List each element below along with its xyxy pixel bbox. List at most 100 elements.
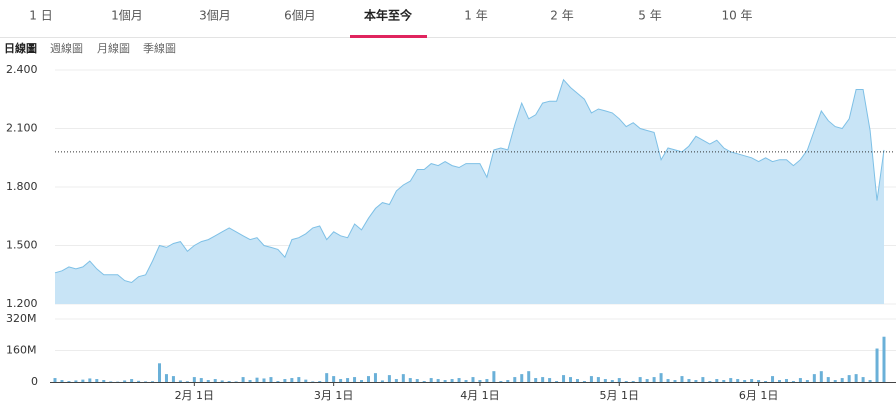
volume-bar (708, 381, 711, 382)
y-tick-label: 1.800 (6, 180, 38, 193)
volume-bar (750, 379, 753, 382)
volume-bar (660, 373, 663, 382)
volume-bar (172, 376, 175, 382)
volume-bar (137, 381, 140, 382)
chart-type-tab[interactable]: 日線圖 (4, 41, 37, 55)
volume-bar (451, 379, 454, 382)
volume-bar (869, 380, 872, 382)
volume-bar (729, 378, 732, 382)
volume-bar (576, 379, 579, 382)
volume-bar (74, 380, 77, 382)
volume-bar (506, 380, 509, 382)
volume-bar (583, 381, 586, 382)
volume-bar (256, 378, 259, 382)
volume-bar (597, 377, 600, 382)
range-tab[interactable]: 3個月 (199, 9, 231, 23)
volume-bar (360, 380, 363, 382)
volume-bar (674, 380, 677, 382)
volume-bar (290, 378, 293, 382)
y-tick-label: 1.200 (6, 297, 38, 310)
volume-bar (527, 371, 530, 382)
range-tab[interactable]: 5 年 (638, 9, 661, 23)
volume-bar (722, 380, 725, 382)
range-tab[interactable]: 1個月 (111, 9, 143, 23)
volume-bar (54, 378, 57, 382)
volume-bar (81, 380, 84, 382)
volume-bar (60, 380, 63, 382)
y-tick-label: 2.400 (6, 63, 38, 76)
volume-bar (876, 349, 879, 382)
volume-bar (848, 375, 851, 382)
volume-bar (262, 378, 265, 382)
volume-bar (667, 379, 670, 382)
volume-bar (276, 381, 279, 382)
range-tab[interactable]: 本年至今 (364, 8, 413, 23)
chart-type-tab[interactable]: 季線圖 (143, 41, 176, 55)
volume-bar (785, 379, 788, 382)
volume-bar (158, 363, 161, 382)
volume-bar (444, 380, 447, 382)
chart-type-tab[interactable]: 月線圖 (97, 41, 130, 55)
volume-bar (339, 379, 342, 382)
volume-bar (109, 381, 112, 382)
volume-bar (653, 377, 656, 382)
volume-bar (764, 381, 767, 382)
volume-bar (423, 381, 426, 382)
volume-bar (374, 373, 377, 382)
volume-bar (416, 379, 419, 382)
volume-bar (165, 374, 168, 382)
x-tick-label: 4月 1日 (460, 389, 500, 402)
volume-bar (430, 378, 433, 382)
range-tab[interactable]: 2 年 (550, 9, 573, 23)
volume-bar (492, 371, 495, 382)
volume-bar (590, 376, 593, 382)
volume-bar (799, 378, 802, 382)
volume-bar (200, 378, 203, 382)
x-tick-label: 6月 1日 (739, 389, 779, 402)
range-tab[interactable]: 10 年 (721, 9, 752, 23)
price-area (55, 80, 884, 304)
volume-bar (465, 380, 468, 382)
volume-bar (235, 381, 238, 382)
volume-bar (541, 377, 544, 382)
volume-bar (625, 381, 628, 382)
volume-bar (569, 377, 572, 382)
volume-bar (792, 381, 795, 382)
range-tab[interactable]: 1 日 (29, 9, 52, 23)
volume-bar (680, 376, 683, 382)
range-tab[interactable]: 6個月 (284, 9, 316, 23)
volume-bar (95, 379, 98, 382)
volume-bar (395, 379, 398, 382)
volume-bar (367, 376, 370, 382)
range-tab[interactable]: 1 年 (464, 9, 487, 23)
volume-bar (862, 377, 865, 382)
volume-bar (207, 380, 210, 382)
volume-bar (611, 380, 614, 382)
volume-bar (214, 379, 217, 382)
y-tick-label: 2.100 (6, 122, 38, 135)
volume-bar (437, 379, 440, 382)
volume-bar (820, 371, 823, 382)
selected-tab-underline (350, 35, 427, 38)
volume-bar (88, 378, 91, 382)
volume-bar (478, 380, 481, 382)
volume-bar (228, 381, 231, 382)
volume-bar (485, 379, 488, 382)
volume-bar (771, 376, 774, 382)
volume-bar (381, 380, 384, 382)
volume-bar (311, 381, 314, 382)
volume-bar (778, 380, 781, 382)
volume-bar (520, 374, 523, 382)
y-tick-label: 0 (31, 375, 38, 388)
volume-bar (102, 380, 105, 382)
volume-bar (304, 380, 307, 382)
volume-bar (555, 381, 558, 382)
volume-bar (151, 381, 154, 382)
volume-bar (297, 377, 300, 382)
volume-bar (806, 380, 809, 382)
volume-bar (632, 381, 635, 382)
y-tick-label: 320M (6, 312, 37, 325)
chart-type-tab[interactable]: 週線圖 (50, 41, 83, 55)
volume-bar (186, 381, 189, 382)
